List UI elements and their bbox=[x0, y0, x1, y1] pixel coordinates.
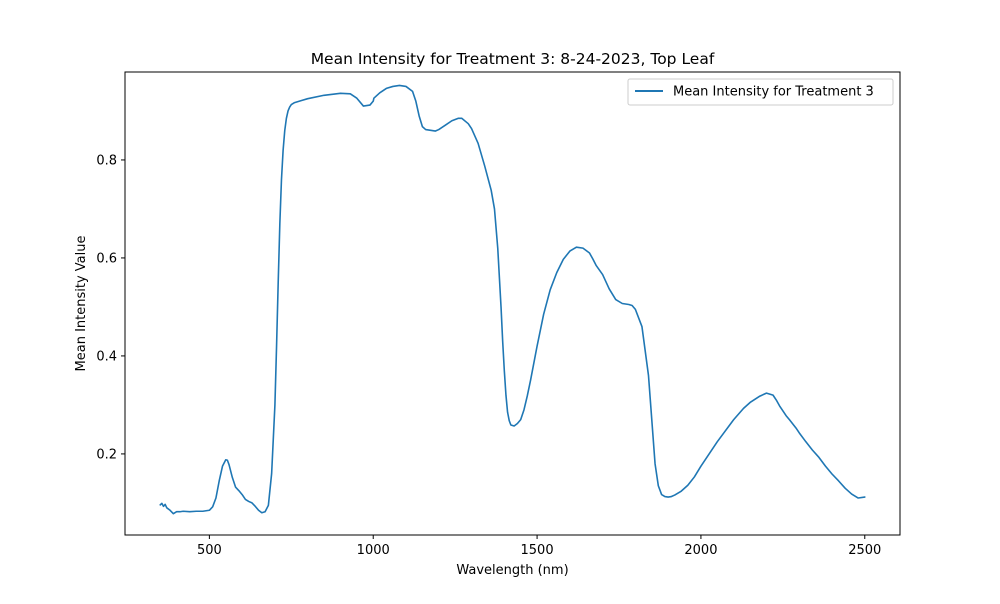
y-tick-label: 0.4 bbox=[96, 349, 117, 364]
x-axis: 500 1000 1500 2000 2500 bbox=[197, 535, 881, 558]
y-tick-label: 0.8 bbox=[96, 153, 117, 168]
y-axis: 0.2 0.4 0.6 0.8 bbox=[96, 153, 125, 462]
series-line-0 bbox=[159, 84, 866, 515]
plot-area bbox=[159, 84, 866, 515]
chart-title: Mean Intensity for Treatment 3: 8-24-202… bbox=[311, 50, 715, 68]
legend: Mean Intensity for Treatment 3 bbox=[627, 78, 894, 106]
legend-box bbox=[627, 78, 894, 106]
legend-label: Mean Intensity for Treatment 3 bbox=[673, 85, 874, 100]
x-axis-label: Wavelength (nm) bbox=[456, 563, 568, 578]
y-tick-label: 0.6 bbox=[96, 251, 117, 266]
x-tick-label: 2000 bbox=[684, 543, 717, 558]
y-axis-label: Mean Intensity Value bbox=[74, 236, 89, 372]
axes-frame bbox=[124, 71, 901, 536]
x-tick-label: 2500 bbox=[848, 543, 881, 558]
y-tick-label: 0.2 bbox=[96, 447, 117, 462]
x-tick-label: 500 bbox=[197, 543, 222, 558]
x-tick-label: 1000 bbox=[357, 543, 390, 558]
x-tick-label: 1500 bbox=[521, 543, 554, 558]
